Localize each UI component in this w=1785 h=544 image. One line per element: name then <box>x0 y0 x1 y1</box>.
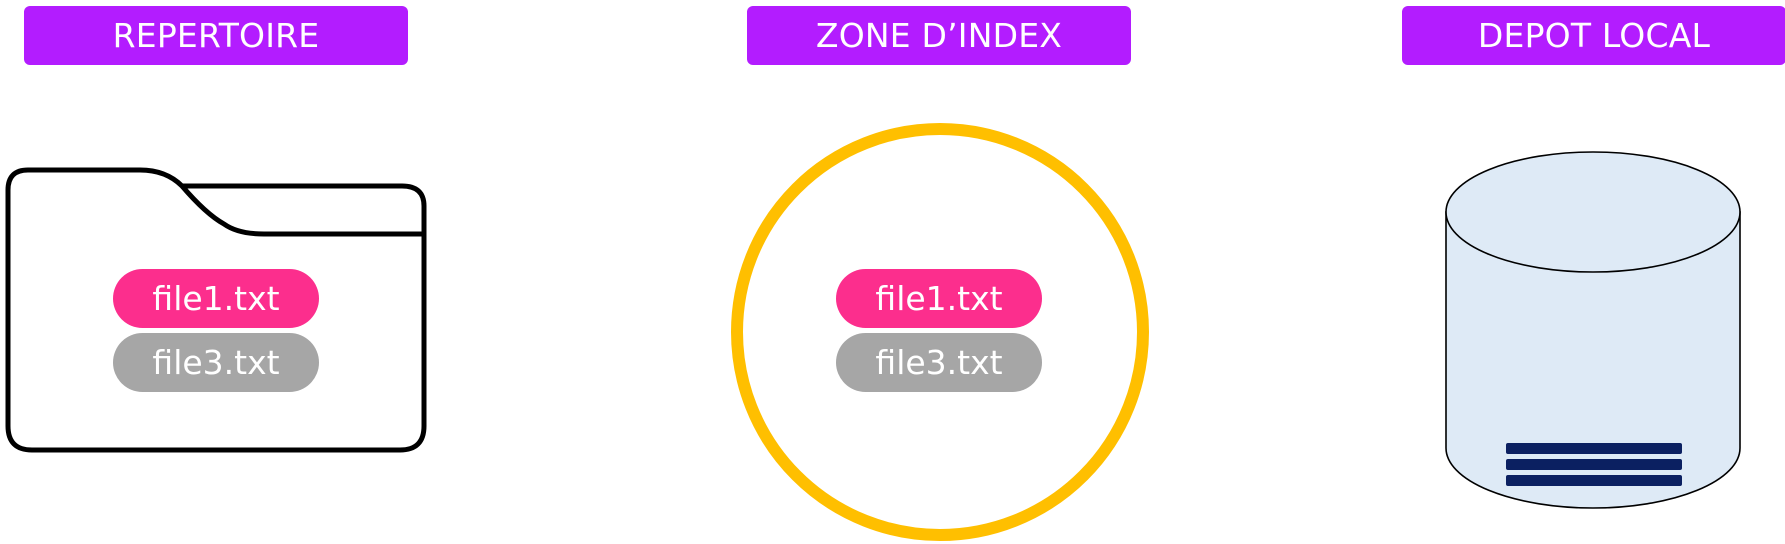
header-zone-index: ZONE D’INDEX <box>747 6 1131 65</box>
file-pill-unmodified: file3.txt <box>113 333 319 392</box>
db-line-3 <box>1506 475 1682 486</box>
db-line-2 <box>1506 459 1682 470</box>
db-line-1 <box>1506 443 1682 454</box>
file-pill-unmodified: file3.txt <box>836 333 1042 392</box>
folder-icon <box>5 167 427 453</box>
header-depot-local: DEPOT LOCAL <box>1402 6 1785 65</box>
database-icon <box>1445 151 1741 509</box>
header-repertoire: REPERTOIRE <box>24 6 408 65</box>
folder-tab-edge <box>182 183 427 234</box>
circle-icon <box>731 123 1149 541</box>
file-pill-modified: file1.txt <box>836 269 1042 328</box>
file-pill-modified: file1.txt <box>113 269 319 328</box>
